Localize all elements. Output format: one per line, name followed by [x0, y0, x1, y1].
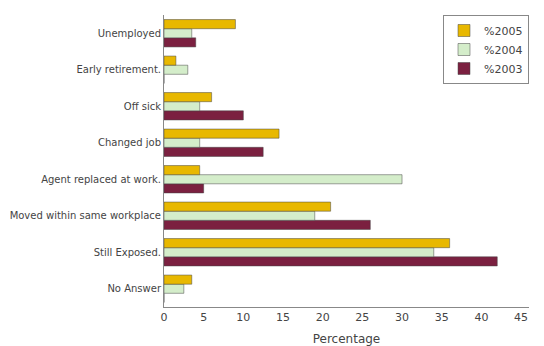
svg-text:No Answer: No Answer: [107, 283, 161, 294]
svg-text:5: 5: [200, 311, 207, 324]
svg-text:0: 0: [161, 311, 168, 324]
svg-text:20: 20: [316, 311, 330, 324]
svg-text:Agent replaced at work.: Agent replaced at work.: [41, 174, 161, 185]
svg-text:%2004: %2004: [484, 44, 522, 57]
svg-text:15: 15: [276, 311, 290, 324]
svg-text:25: 25: [355, 311, 369, 324]
svg-text:%2005: %2005: [484, 25, 522, 38]
svg-text:Unemployed: Unemployed: [98, 28, 161, 39]
svg-text:Moved within same workplace: Moved within same workplace: [10, 210, 161, 221]
svg-text:Early retirement.: Early retirement.: [76, 64, 161, 75]
svg-text:Changed job: Changed job: [98, 137, 161, 148]
svg-text:40: 40: [474, 311, 488, 324]
svg-text:Still Exposed.: Still Exposed.: [94, 247, 161, 258]
svg-text:30: 30: [395, 311, 409, 324]
svg-text:10: 10: [236, 311, 250, 324]
svg-text:%2003: %2003: [484, 63, 522, 76]
svg-text:45: 45: [514, 311, 528, 324]
svg-text:Off sick: Off sick: [124, 101, 161, 112]
svg-text:35: 35: [435, 311, 449, 324]
svg-text:Percentage: Percentage: [313, 332, 381, 346]
